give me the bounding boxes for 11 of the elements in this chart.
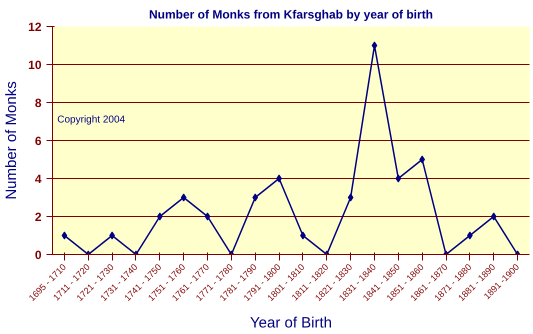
y-tick-label: 8 (34, 96, 42, 110)
x-axis-title: Year of Birth (250, 314, 332, 332)
y-tick-label: 2 (34, 210, 42, 224)
y-tick-label: 6 (34, 134, 42, 148)
y-tick-label: 12 (28, 20, 42, 34)
y-tick-label: 10 (28, 58, 42, 72)
y-tick-label: 4 (34, 172, 42, 186)
annotation: Copyright 2004 (57, 114, 126, 126)
y-tick-label: 0 (34, 248, 42, 262)
chart-title: Number of Monks from Kfarsghab by year of birth (148, 8, 434, 22)
y-axis-title: Number of Monks (3, 81, 20, 200)
